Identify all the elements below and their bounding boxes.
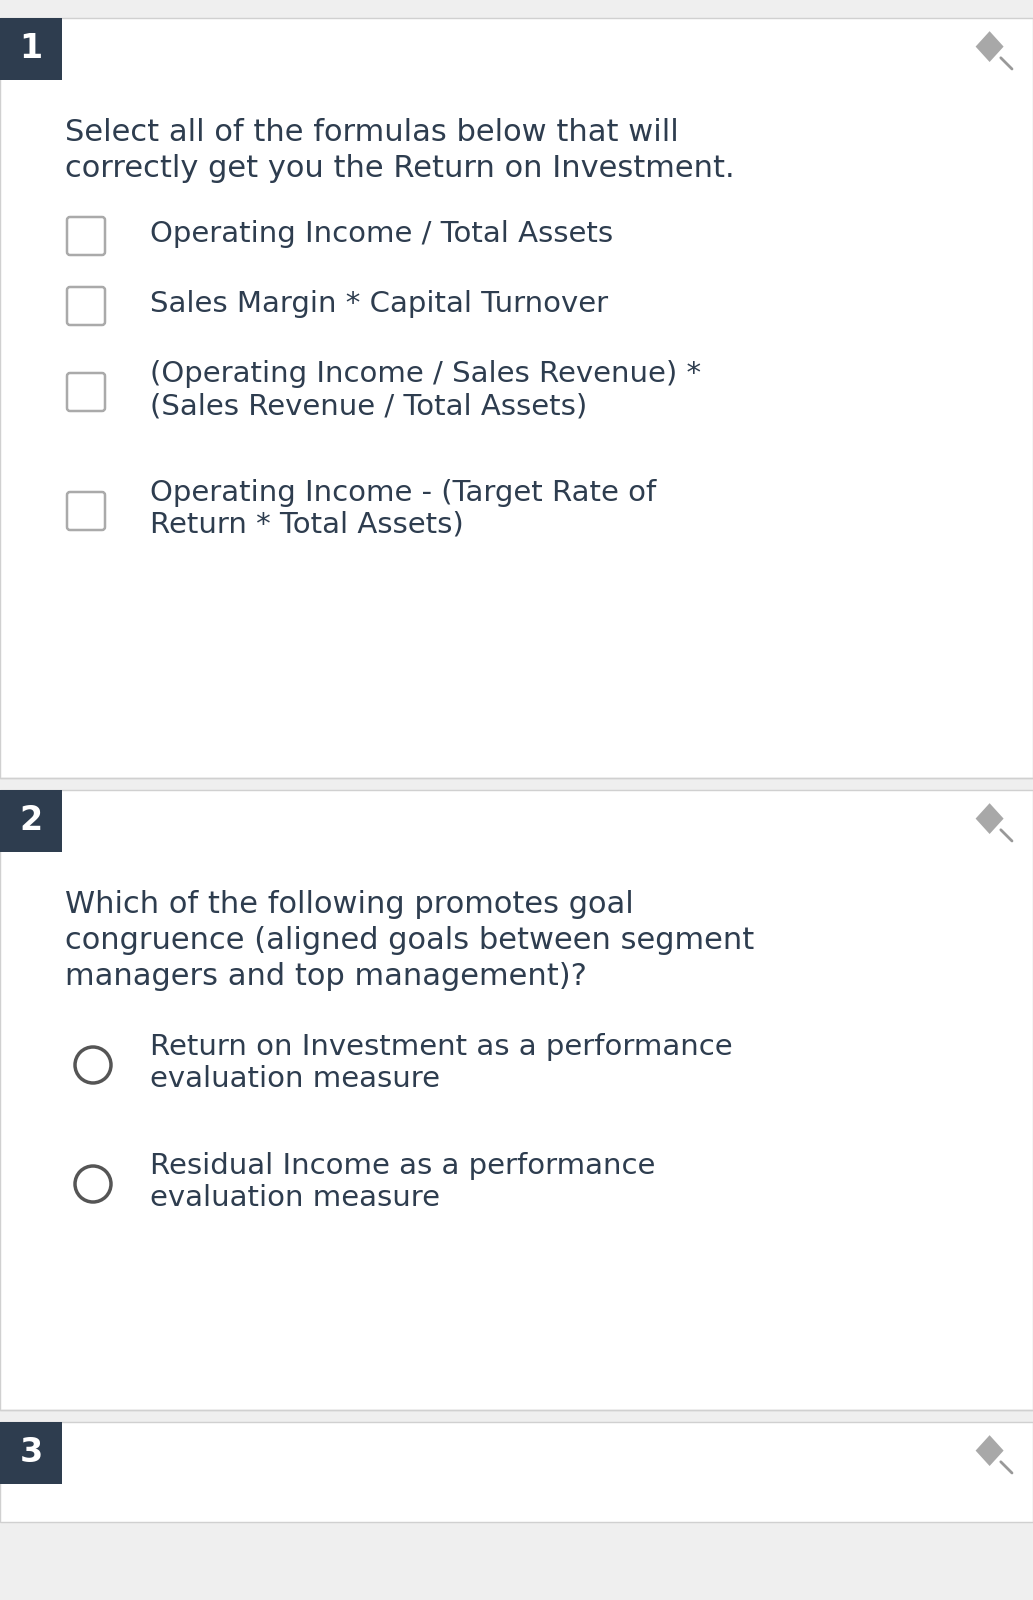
FancyBboxPatch shape xyxy=(67,493,105,530)
Text: Sales Margin * Capital Turnover: Sales Margin * Capital Turnover xyxy=(150,290,608,318)
FancyBboxPatch shape xyxy=(67,373,105,411)
Polygon shape xyxy=(975,1435,1004,1466)
Bar xyxy=(0,1422,62,1485)
Text: managers and top management)?: managers and top management)? xyxy=(65,962,587,990)
Bar xyxy=(0,790,1033,1410)
Bar xyxy=(0,1422,1033,1522)
Text: Return on Investment as a performance: Return on Investment as a performance xyxy=(150,1034,732,1061)
Polygon shape xyxy=(975,803,1004,834)
Text: Return * Total Assets): Return * Total Assets) xyxy=(150,510,464,539)
Bar xyxy=(0,18,62,80)
Text: 3: 3 xyxy=(20,1437,42,1469)
Text: Which of the following promotes goal: Which of the following promotes goal xyxy=(65,890,634,918)
Text: Residual Income as a performance: Residual Income as a performance xyxy=(150,1152,655,1181)
Text: congruence (aligned goals between segment: congruence (aligned goals between segmen… xyxy=(65,926,754,955)
Bar xyxy=(0,18,1033,778)
Text: 1: 1 xyxy=(20,32,42,66)
Text: evaluation measure: evaluation measure xyxy=(150,1184,440,1213)
Text: evaluation measure: evaluation measure xyxy=(150,1066,440,1093)
Text: (Operating Income / Sales Revenue) *: (Operating Income / Sales Revenue) * xyxy=(150,360,701,387)
Text: correctly get you the Return on Investment.: correctly get you the Return on Investme… xyxy=(65,154,734,182)
FancyBboxPatch shape xyxy=(67,286,105,325)
Text: (Sales Revenue / Total Assets): (Sales Revenue / Total Assets) xyxy=(150,392,587,419)
Polygon shape xyxy=(975,30,1004,62)
Bar xyxy=(0,790,62,851)
Text: Operating Income / Total Assets: Operating Income / Total Assets xyxy=(150,219,614,248)
Text: 2: 2 xyxy=(20,805,42,837)
Text: Select all of the formulas below that will: Select all of the formulas below that wi… xyxy=(65,118,679,147)
FancyBboxPatch shape xyxy=(67,218,105,254)
Text: Operating Income - (Target Rate of: Operating Income - (Target Rate of xyxy=(150,478,656,507)
